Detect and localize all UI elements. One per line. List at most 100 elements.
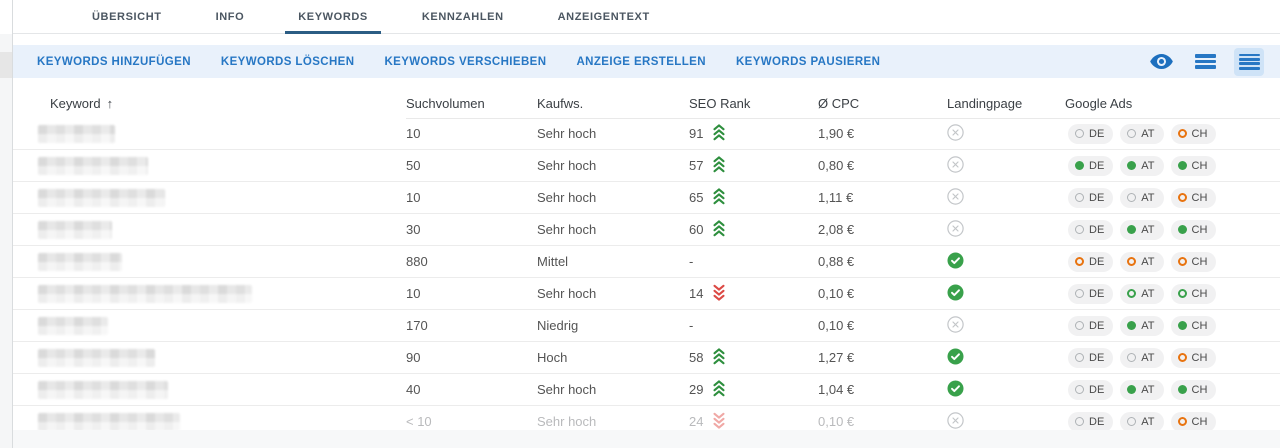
google-ads-pill-at[interactable]: AT	[1120, 283, 1164, 304]
keyword-table-body: 10 Sehr hoch 91 1,90 € DE AT CH 50 Sehr ho…	[13, 118, 1280, 439]
google-ads-pill-ch[interactable]: CH	[1170, 219, 1217, 240]
column-header-google-ads[interactable]: Google Ads	[1065, 95, 1133, 111]
kaufws-cell: Hoch	[537, 350, 568, 365]
google-ads-pill-ch[interactable]: CH	[1170, 187, 1217, 208]
google-ads-pill-de[interactable]: DE	[1068, 251, 1114, 272]
kaufws-cell: Sehr hoch	[537, 190, 597, 205]
country-label: CH	[1191, 255, 1208, 268]
anzeige-erstellen-button[interactable]: ANZEIGE ERSTELLEN	[576, 55, 706, 68]
google-ads-cell: DE AT CH	[1065, 219, 1280, 240]
column-header-keyword[interactable]: Keyword ↑	[13, 96, 406, 111]
column-header-cpc[interactable]: Ø CPC	[818, 95, 860, 111]
table-row[interactable]: 30 Sehr hoch 60 2,08 € DE AT CH	[13, 214, 1280, 246]
column-header-kaufws[interactable]: Kaufws.	[537, 95, 584, 111]
tab-keywords[interactable]: KEYWORDS	[271, 0, 395, 34]
table-row[interactable]: 880 Mittel - 0,88 € DE AT CH	[13, 246, 1280, 278]
table-row[interactable]: 10 Sehr hoch 14 0,10 € DE AT CH	[13, 278, 1280, 310]
tab-uebersicht[interactable]: ÜBERSICHT	[92, 10, 162, 23]
google-ads-pill-de[interactable]: DE	[1068, 347, 1114, 368]
google-ads-pill-de[interactable]: DE	[1068, 411, 1114, 432]
google-ads-pill-ch[interactable]: CH	[1170, 283, 1217, 304]
country-label: CH	[1191, 159, 1208, 172]
tab-kennzahlen[interactable]: KENNZAHLEN	[421, 10, 504, 23]
keyword-cell	[13, 374, 406, 405]
table-row[interactable]: 90 Hoch 58 1,27 € DE AT CH	[13, 342, 1280, 374]
google-ads-pill-ch[interactable]: CH	[1170, 315, 1217, 336]
google-ads-pill-at[interactable]: AT	[1120, 347, 1164, 368]
google-ads-pill-at[interactable]: AT	[1120, 379, 1164, 400]
suchvolumen-cell: 30	[406, 222, 421, 237]
keywords-loeschen-button[interactable]: KEYWORDS LÖSCHEN	[220, 55, 355, 68]
google-ads-pill-ch[interactable]: CH	[1170, 379, 1217, 400]
google-ads-cell: DE AT CH	[1065, 411, 1280, 432]
google-ads-pill-at[interactable]: AT	[1120, 123, 1164, 144]
country-label: CH	[1191, 383, 1208, 396]
seo-rank-cell: 91	[689, 123, 818, 144]
seo-trend-icon	[712, 219, 726, 240]
keywords-hinzufuegen-button[interactable]: KEYWORDS HINZUFÜGEN	[37, 55, 191, 68]
status-dot-icon	[1177, 129, 1187, 138]
column-header-landingpage[interactable]: Landingpage	[947, 95, 1023, 111]
google-ads-pill-at[interactable]: AT	[1120, 251, 1164, 272]
google-ads-pill-de[interactable]: DE	[1068, 187, 1114, 208]
google-ads-pill-at[interactable]: AT	[1120, 411, 1164, 432]
google-ads-pill-at[interactable]: AT	[1120, 187, 1164, 208]
seo-rank-value: 65	[689, 190, 704, 205]
tab-anzeigentext[interactable]: ANZEIGENTEXT	[557, 10, 650, 23]
google-ads-pill-ch[interactable]: CH	[1170, 251, 1217, 272]
google-ads-cell: DE AT CH	[1065, 347, 1280, 368]
kaufws-cell: Sehr hoch	[537, 414, 597, 429]
table-header: Keyword ↑ Suchvolumen Kaufws. SEO Rank Ø…	[13, 88, 1280, 119]
actions-toolbar: KEYWORDS HINZUFÜGEN KEYWORDS LÖSCHEN KEY…	[13, 45, 1280, 78]
check-circle-icon	[947, 284, 964, 300]
list-rows-icon[interactable]	[1190, 48, 1220, 76]
table-row[interactable]: 50 Sehr hoch 57 0,80 € DE AT CH	[13, 150, 1280, 182]
google-ads-pill-ch[interactable]: CH	[1170, 123, 1217, 144]
google-ads-pill-de[interactable]: DE	[1068, 123, 1114, 144]
google-ads-pill-ch[interactable]: CH	[1170, 411, 1217, 432]
google-ads-pill-de[interactable]: DE	[1068, 379, 1114, 400]
country-label: DE	[1089, 287, 1105, 300]
keywords-verschieben-button[interactable]: KEYWORDS VERSCHIEBEN	[384, 55, 547, 68]
keywords-pausieren-button[interactable]: KEYWORDS PAUSIEREN	[735, 55, 881, 68]
toolbar-view-icons	[1146, 47, 1264, 76]
country-label: AT	[1141, 415, 1155, 428]
google-ads-pill-ch[interactable]: CH	[1170, 155, 1217, 176]
seo-trend-icon	[712, 347, 726, 368]
status-dot-icon	[1127, 353, 1137, 362]
google-ads-pill-de[interactable]: DE	[1068, 283, 1114, 304]
google-ads-pill-at[interactable]: AT	[1120, 219, 1164, 240]
google-ads-pill-at[interactable]: AT	[1120, 155, 1164, 176]
country-label: DE	[1089, 351, 1105, 364]
table-row[interactable]: 10 Sehr hoch 65 1,11 € DE AT CH	[13, 182, 1280, 214]
table-row[interactable]: 10 Sehr hoch 91 1,90 € DE AT CH	[13, 118, 1280, 150]
list-rows-dense-icon[interactable]	[1234, 47, 1264, 76]
country-label: AT	[1141, 223, 1155, 236]
kaufws-cell: Sehr hoch	[537, 286, 597, 301]
google-ads-cell: DE AT CH	[1065, 187, 1280, 208]
keyword-cell	[13, 182, 406, 213]
check-circle-icon	[947, 348, 964, 364]
column-header-seo-rank[interactable]: SEO Rank	[689, 95, 751, 111]
suchvolumen-cell: < 10	[406, 414, 432, 429]
eye-icon[interactable]	[1146, 48, 1176, 76]
google-ads-pill-ch[interactable]: CH	[1170, 347, 1217, 368]
suchvolumen-cell: 10	[406, 126, 421, 141]
table-row[interactable]: 40 Sehr hoch 29 1,04 € DE AT CH	[13, 374, 1280, 406]
google-ads-pill-at[interactable]: AT	[1120, 315, 1164, 336]
google-ads-pill-de[interactable]: DE	[1068, 219, 1114, 240]
google-ads-cell: DE AT CH	[1065, 283, 1280, 304]
keyword-cell	[13, 278, 406, 309]
country-label: CH	[1191, 191, 1208, 204]
country-label: AT	[1141, 287, 1155, 300]
google-ads-pill-de[interactable]: DE	[1068, 315, 1114, 336]
google-ads-pill-de[interactable]: DE	[1068, 155, 1114, 176]
landingpage-cell	[947, 348, 1065, 368]
column-header-suchvolumen[interactable]: Suchvolumen	[406, 95, 485, 111]
table-row[interactable]: 170 Niedrig - 0,10 € DE AT CH	[13, 310, 1280, 342]
tab-info[interactable]: INFO	[215, 10, 245, 23]
redacted-keyword-blur	[38, 380, 168, 399]
country-label: CH	[1191, 351, 1208, 364]
status-dot-icon	[1075, 225, 1084, 234]
